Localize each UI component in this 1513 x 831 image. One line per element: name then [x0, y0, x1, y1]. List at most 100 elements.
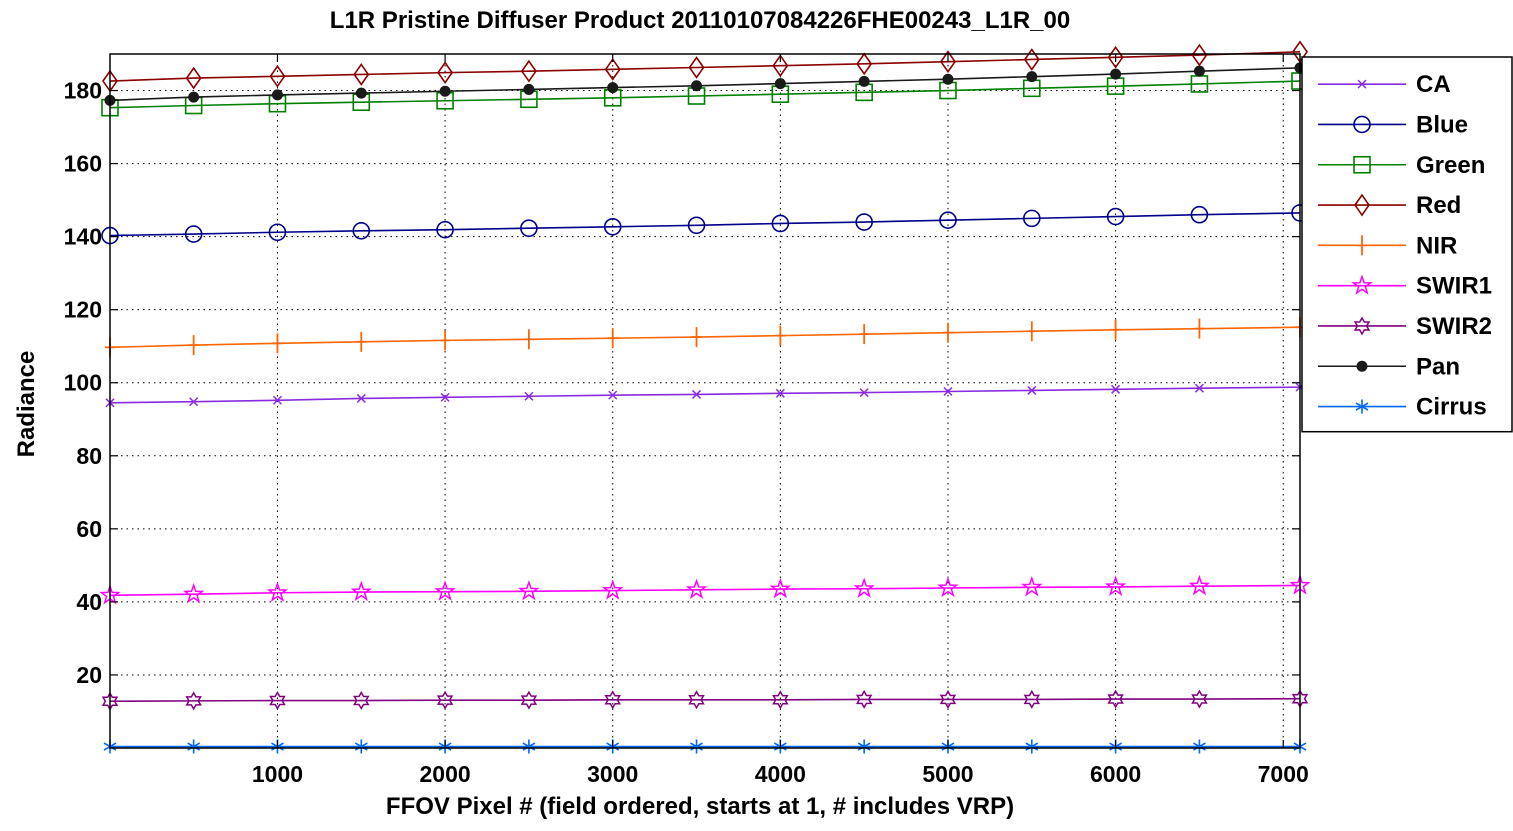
data-point-pan	[1026, 71, 1038, 83]
data-point-red	[1023, 48, 1040, 71]
legend-label: SWIR1	[1416, 273, 1492, 300]
series-layer	[99, 40, 1311, 754]
data-point-ca	[524, 391, 534, 401]
series-line-swir2	[109, 697, 1301, 703]
data-point-swir1	[518, 580, 540, 601]
legend-item-pan: Pan	[1318, 353, 1460, 380]
legend-item-blue: Blue	[1318, 111, 1468, 138]
data-point-ca	[943, 386, 953, 397]
legend-item-green: Green	[1318, 152, 1485, 179]
data-point-pan	[858, 75, 870, 87]
data-point-nir	[440, 330, 451, 351]
data-point-swir1	[434, 580, 456, 601]
data-point-ca	[1111, 384, 1121, 394]
data-point-ca	[859, 388, 869, 398]
y-tick-label: 140	[64, 224, 102, 250]
legend-marker-swir1	[1351, 274, 1373, 295]
series-cirrus	[103, 739, 1307, 754]
data-point-nir	[775, 325, 786, 346]
series-blue	[101, 204, 1309, 245]
data-point-red	[269, 64, 286, 88]
data-point-swir1	[1021, 575, 1043, 597]
data-point-nir	[859, 324, 870, 345]
legend-marker-pan	[1356, 360, 1368, 372]
data-point-red	[185, 66, 202, 90]
x-tick-label: 2000	[420, 761, 471, 787]
y-tick-label: 120	[64, 297, 102, 323]
data-point-swir2	[604, 690, 621, 710]
data-point-swir2	[353, 691, 370, 711]
series-line-ca	[109, 386, 1301, 404]
series-nir	[105, 317, 1305, 358]
legend-label: CA	[1416, 71, 1451, 98]
legend-label: Cirrus	[1416, 394, 1487, 421]
y-tick-label: 100	[64, 370, 102, 396]
x-axis-title: FFOV Pixel # (field ordered, starts at 1…	[386, 793, 1014, 820]
data-point-swir2	[939, 689, 957, 709]
x-tick-label: 1000	[252, 761, 303, 787]
series-swir2	[101, 689, 1309, 711]
y-tick-label: 180	[64, 78, 102, 104]
data-point-red	[856, 52, 873, 76]
data-point-nir	[691, 327, 702, 348]
data-point-swir1	[853, 577, 875, 598]
legend-marker-red	[1354, 193, 1370, 217]
data-point-blue	[1022, 209, 1041, 228]
data-point-blue	[184, 225, 203, 243]
legend-marker-blue	[1353, 115, 1371, 134]
series-line-red	[109, 51, 1301, 82]
data-point-nir	[1194, 318, 1205, 339]
legend-label: Pan	[1416, 353, 1460, 380]
data-point-swir1	[182, 582, 205, 604]
data-point-cirrus	[354, 739, 368, 754]
y-tick-label: 160	[64, 151, 102, 177]
data-point-nir	[272, 333, 283, 354]
data-point-swir2	[855, 689, 873, 709]
legend-marker-cirrus	[1355, 399, 1369, 414]
legend-item-ca: CA	[1318, 71, 1451, 98]
data-point-pan	[774, 78, 786, 90]
x-tick-label: 5000	[922, 761, 973, 787]
data-point-ca	[775, 388, 785, 398]
series-line-swir1	[109, 584, 1301, 597]
data-point-swir2	[1107, 689, 1124, 709]
data-point-blue	[1106, 207, 1125, 226]
series-red	[102, 40, 1308, 93]
data-point-swir2	[436, 690, 454, 710]
data-point-blue	[520, 219, 538, 238]
data-point-pan	[691, 80, 703, 92]
legend-marker-ca	[1357, 79, 1367, 89]
data-point-pan	[607, 82, 619, 94]
data-point-ca	[1027, 385, 1037, 395]
x-tick-label: 7000	[1258, 761, 1309, 787]
axis-ticks: 1000 2000 3000 4000 5000 6000 7000 20 40 60 80 100 1…	[64, 54, 1309, 787]
y-axis-title: Radiance	[13, 351, 40, 458]
series-swir1	[99, 574, 1311, 605]
data-point-red	[437, 61, 454, 85]
data-point-blue	[687, 216, 706, 235]
data-point-blue	[855, 213, 873, 231]
data-point-pan	[1193, 65, 1205, 77]
series-line-nir	[109, 326, 1301, 349]
data-point-swir2	[1191, 689, 1208, 709]
legend-item-nir: NIR	[1318, 232, 1457, 259]
data-point-swir2	[185, 691, 202, 711]
data-point-red	[772, 54, 789, 78]
y-tick-label: 20	[76, 662, 102, 688]
data-point-nir	[356, 331, 367, 352]
data-point-red	[520, 59, 537, 83]
legend-item-red: Red	[1318, 192, 1461, 219]
legend-marker-green	[1353, 155, 1371, 174]
y-tick-label: 60	[76, 516, 102, 542]
series-line-blue	[109, 212, 1301, 237]
data-point-swir1	[685, 578, 708, 599]
legend-item-swir1: SWIR1	[1318, 273, 1492, 300]
data-point-swir1	[350, 580, 373, 602]
data-point-pan	[271, 89, 283, 101]
data-point-swir2	[688, 690, 705, 710]
data-point-nir	[523, 329, 534, 350]
y-tick-label: 80	[76, 443, 102, 469]
legend-label: Red	[1416, 192, 1461, 219]
data-point-ca	[608, 390, 618, 400]
